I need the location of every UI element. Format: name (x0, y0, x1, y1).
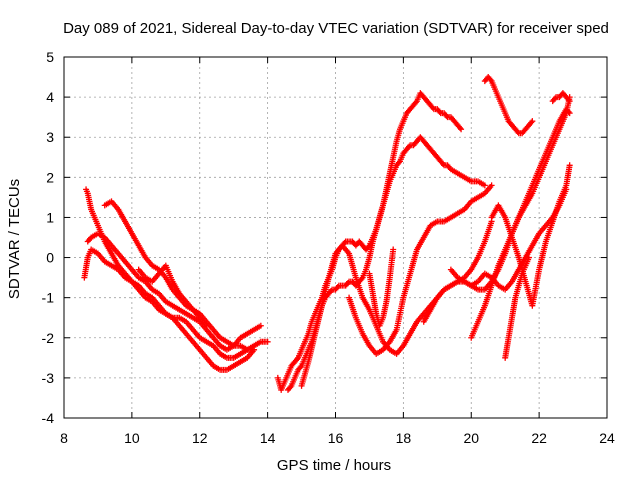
y-tick-label: 5 (46, 49, 54, 65)
y-axis-label: SDTVAR / TECUs (6, 179, 23, 299)
data-series (346, 182, 495, 357)
data-marks (81, 74, 573, 393)
data-point (565, 108, 572, 115)
data-point (251, 346, 258, 353)
x-tick-label: 14 (260, 430, 276, 446)
data-point (525, 254, 532, 261)
data-point (257, 322, 264, 329)
data-series (284, 134, 488, 393)
data-point (264, 338, 271, 345)
data-point (566, 162, 573, 169)
x-tick-label: 10 (124, 430, 140, 446)
data-point (487, 76, 494, 83)
data-point (488, 182, 495, 189)
x-tick-label: 22 (531, 430, 547, 446)
data-point (566, 110, 573, 117)
data-point (390, 246, 397, 253)
data-point (429, 104, 436, 111)
data-point (436, 108, 443, 115)
data-point (528, 119, 535, 126)
data-point (551, 95, 558, 102)
data-point (395, 159, 402, 166)
data-point (327, 287, 334, 294)
grid (64, 57, 607, 418)
data-point (294, 356, 301, 363)
data-point (529, 118, 536, 125)
data-point (514, 128, 521, 135)
x-tick-label: 18 (396, 430, 412, 446)
data-point (456, 124, 463, 131)
data-point (443, 112, 450, 119)
y-tick-label: 2 (46, 169, 54, 185)
y-tick-label: 4 (46, 89, 54, 105)
y-tick-label: 0 (46, 250, 54, 266)
data-series (549, 90, 573, 105)
data-point (358, 275, 365, 282)
data-point (297, 364, 304, 371)
y-tick-label: 1 (46, 209, 54, 225)
data-point (344, 279, 351, 286)
data-series (135, 262, 210, 329)
y-tick-label: 3 (46, 129, 54, 145)
chart-title: Day 089 of 2021, Sidereal Day-to-day VTE… (63, 20, 609, 37)
x-tick-label: 20 (463, 430, 479, 446)
x-axis-label: GPS time / hours (277, 457, 391, 474)
data-series (81, 246, 258, 361)
data-series (84, 230, 264, 353)
data-point (439, 160, 446, 167)
data-series (366, 246, 397, 329)
y-tick-label: -1 (42, 290, 55, 306)
data-series (488, 162, 573, 309)
axis-ticks (63, 56, 608, 419)
data-point (412, 99, 419, 106)
y-tick-label: -4 (42, 410, 55, 426)
x-tick-label: 8 (60, 430, 68, 446)
y-tick-label: -3 (42, 370, 55, 386)
data-point (203, 322, 210, 329)
data-point (287, 384, 294, 391)
y-tick-label: -2 (42, 330, 55, 346)
data-point (565, 96, 572, 103)
data-series (481, 74, 536, 137)
x-tick-label: 24 (599, 430, 615, 446)
data-point (406, 143, 413, 150)
data-series (502, 254, 532, 361)
data-series (298, 218, 495, 389)
data-point (365, 243, 372, 250)
x-tick-label: 12 (192, 430, 208, 446)
data-point (458, 126, 465, 133)
data-point (566, 98, 573, 105)
x-tick-label: 16 (328, 430, 344, 446)
data-point (334, 283, 341, 290)
data-point (481, 182, 488, 189)
